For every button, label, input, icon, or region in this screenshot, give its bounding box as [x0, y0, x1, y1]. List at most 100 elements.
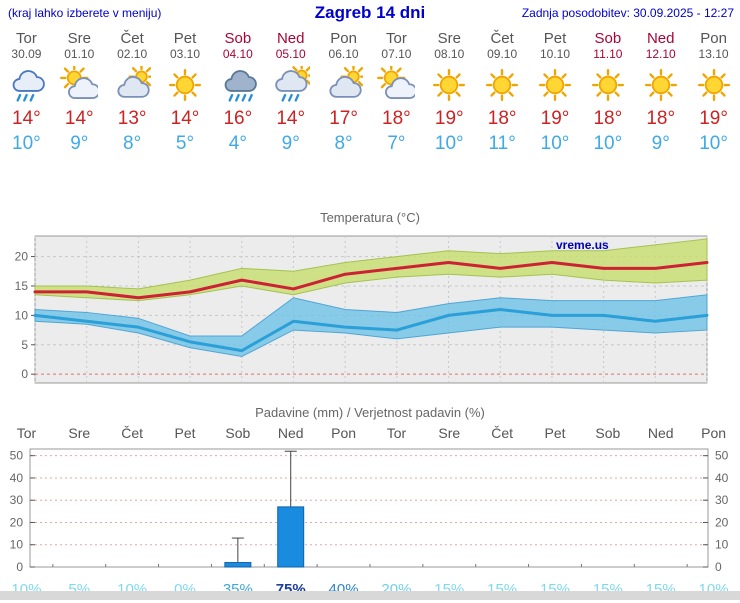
svg-text:15: 15	[15, 279, 29, 293]
mostly-cloudy-icon	[317, 62, 370, 108]
day-column[interactable]: Čet 09.10 18° 11°	[476, 26, 529, 158]
day-date: 09.10	[487, 47, 518, 61]
max-temp: 14°	[276, 108, 306, 129]
rain-sun-icon	[264, 62, 317, 108]
precip-day-label: Pon	[701, 425, 727, 441]
max-temp: 18°	[646, 108, 676, 129]
min-temp: 7°	[387, 133, 406, 154]
min-temp: 10°	[434, 133, 464, 154]
day-date: 04.10	[222, 47, 253, 61]
precip-day-label: Pet	[544, 425, 566, 441]
max-temp: 19°	[540, 108, 570, 129]
day-name: Pon	[700, 30, 727, 47]
max-temp: 16°	[223, 108, 253, 129]
watermark-link[interactable]: vreme.us	[556, 238, 609, 252]
max-temp: 17°	[329, 108, 358, 129]
day-name: Sre	[67, 30, 91, 47]
svg-text:0: 0	[21, 367, 28, 381]
day-date: 13.10	[698, 47, 729, 61]
day-column[interactable]: Sob 11.10 18° 10°	[581, 26, 634, 158]
precip-day-label: Pet	[174, 425, 196, 441]
svg-text:40: 40	[10, 471, 24, 485]
day-name: Čet	[120, 30, 144, 47]
day-name: Pet	[543, 30, 567, 47]
day-date: 11.10	[593, 47, 623, 61]
svg-text:40: 40	[715, 471, 729, 485]
svg-text:30: 30	[10, 493, 24, 507]
mostly-cloudy-icon	[106, 62, 159, 108]
min-temp: 11°	[488, 133, 516, 154]
last-updated: Zadnja posodobitev: 30.09.2025 - 12:27	[521, 6, 734, 20]
forecast-grid: Tor 30.09 14° 10° Sre 01.10 14° 9° Čet 0…	[0, 26, 740, 158]
day-date: 08.10	[434, 47, 465, 61]
menu-hint: (kraj lahko izberete v meniju)	[8, 6, 162, 20]
day-date: 02.10	[117, 47, 148, 61]
day-name: Sob	[594, 30, 622, 47]
min-temp: 10°	[593, 133, 623, 154]
day-column[interactable]: Pet 03.10 14° 5°	[159, 26, 212, 158]
day-column[interactable]: Sob 04.10 16° 4°	[211, 26, 264, 158]
day-name: Tor	[16, 30, 37, 47]
sunny-icon	[476, 62, 529, 108]
max-temp: 14°	[64, 108, 94, 129]
precipitation-chart: 0 0 10 10 20 20 30 30 40 40 50 50	[10, 448, 729, 574]
min-temp: 10°	[699, 133, 728, 154]
precip-day-label: Ned	[647, 425, 674, 441]
sunny-icon	[423, 62, 476, 108]
day-column[interactable]: Tor 30.09 14° 10°	[0, 26, 53, 158]
precip-day-label: Sob	[595, 425, 621, 441]
precip-day-label: Sob	[225, 425, 251, 441]
min-temp: 8°	[334, 133, 353, 154]
svg-text:20: 20	[715, 515, 729, 529]
svg-text:5: 5	[21, 338, 28, 352]
precip-day-label: Tor	[386, 425, 407, 441]
svg-text:10: 10	[15, 308, 29, 322]
min-temp: 9°	[651, 133, 670, 154]
day-column[interactable]: Sre 01.10 14° 9°	[53, 26, 106, 158]
day-date: 05.10	[275, 47, 306, 61]
svg-text:20: 20	[15, 250, 29, 264]
day-date: 07.10	[381, 47, 412, 61]
heavy-rain-icon	[211, 62, 264, 108]
day-date: 03.10	[169, 47, 200, 61]
day-column[interactable]: Pon 13.10 19° 10°	[687, 26, 740, 158]
day-column[interactable]: Pon 06.10 17° 8°	[317, 26, 370, 158]
precip-day-label: Čet	[121, 425, 144, 441]
svg-text:0: 0	[715, 560, 722, 574]
page-header: (kraj lahko izberete v meniju) Zagreb 14…	[0, 0, 740, 26]
precip-day-label: Sre	[438, 425, 461, 441]
temp-chart-title: Temperatura (°C)	[320, 210, 420, 225]
temperature-chart-block: Temperatura (°C) 0 5 10 15 20 vreme.us	[0, 210, 740, 401]
svg-text:10: 10	[10, 538, 24, 552]
day-date: 12.10	[645, 47, 676, 61]
svg-text:20: 20	[10, 515, 24, 529]
max-temp: 19°	[699, 108, 728, 129]
precip-day-label: Čet	[491, 425, 514, 441]
day-column[interactable]: Sre 08.10 19° 10°	[423, 26, 476, 158]
sunny-icon	[581, 62, 634, 108]
sunny-icon	[159, 62, 212, 108]
day-column[interactable]: Pet 10.10 19° 10°	[529, 26, 582, 158]
min-temp: 10°	[12, 133, 41, 154]
rain-icon	[0, 62, 53, 108]
day-column[interactable]: Ned 05.10 14° 9°	[264, 26, 317, 158]
min-temp: 9°	[70, 133, 89, 154]
min-temp: 5°	[175, 133, 195, 154]
sunny-icon	[529, 62, 582, 108]
day-name: Pet	[173, 30, 197, 47]
day-name: Pon	[330, 30, 357, 47]
precip-day-label: Pon	[331, 425, 357, 441]
day-column[interactable]: Ned 12.10 18° 9°	[634, 26, 687, 158]
svg-text:10: 10	[715, 538, 729, 552]
max-temp: 18°	[487, 108, 517, 129]
svg-text:30: 30	[715, 493, 729, 507]
day-date: 30.09	[11, 47, 42, 61]
day-column[interactable]: Čet 02.10 13° 8°	[106, 26, 159, 158]
day-date: 06.10	[328, 47, 359, 61]
svg-text:0: 0	[16, 560, 23, 574]
day-name: Ned	[276, 30, 305, 47]
day-column[interactable]: Tor 07.10 18° 7°	[370, 26, 423, 158]
precip-chart-title: Padavine (mm) / Verjetnost padavin (%)	[255, 405, 485, 420]
svg-text:50: 50	[10, 449, 24, 463]
day-name: Sre	[437, 30, 461, 47]
